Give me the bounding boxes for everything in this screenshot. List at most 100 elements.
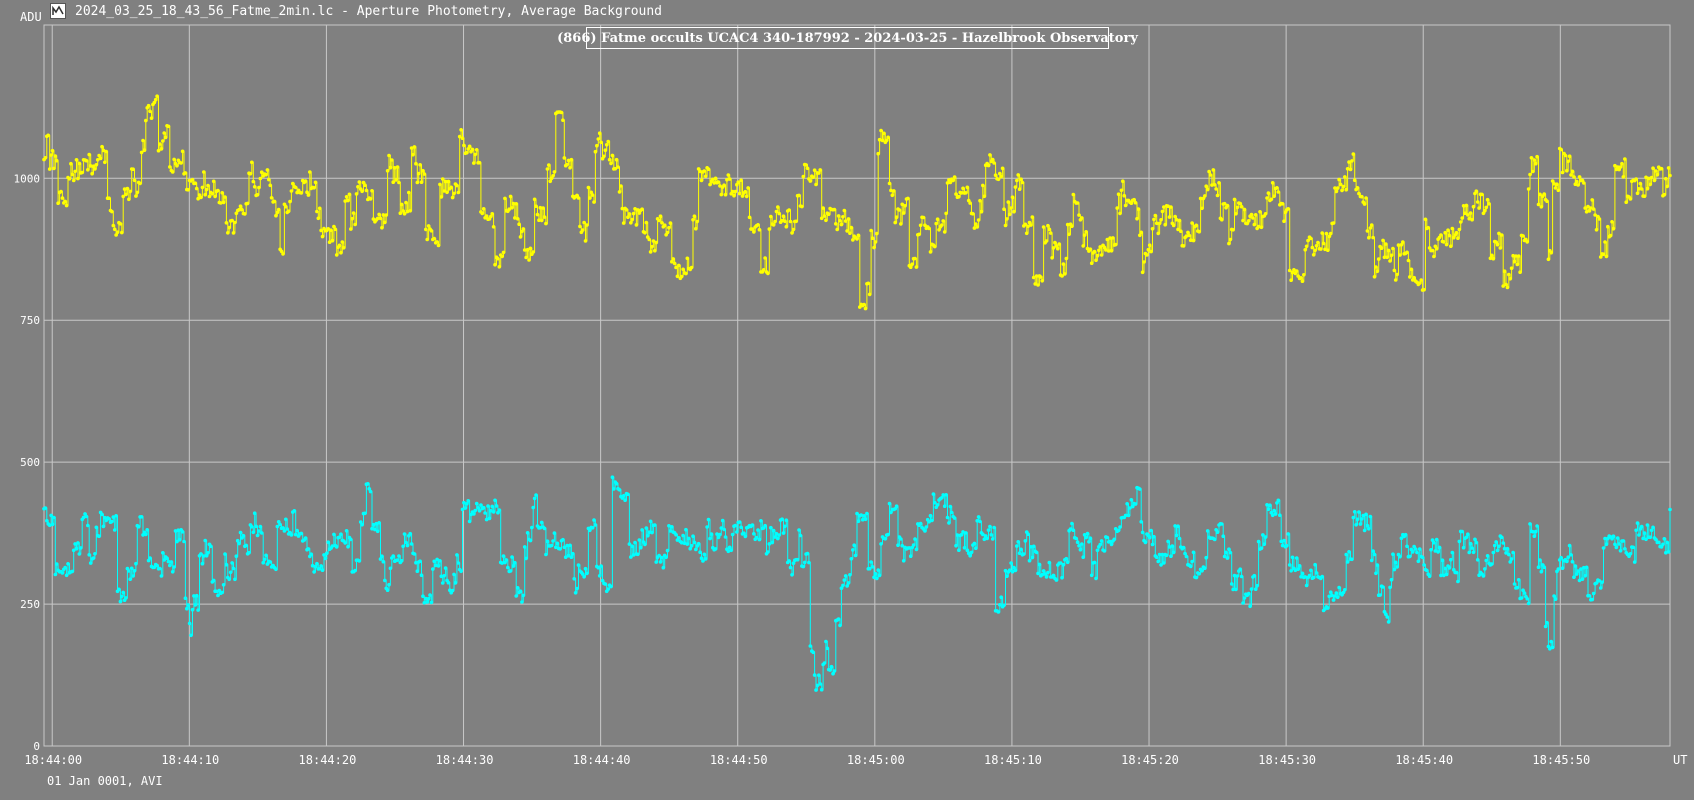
data-point bbox=[754, 535, 759, 540]
data-point bbox=[867, 566, 872, 571]
data-point bbox=[988, 524, 992, 529]
data-point bbox=[473, 508, 478, 513]
data-point bbox=[325, 551, 329, 555]
data-point bbox=[1311, 253, 1316, 257]
data-point bbox=[879, 542, 883, 546]
data-point bbox=[175, 539, 179, 544]
data-point bbox=[1313, 562, 1317, 567]
data-point bbox=[1058, 561, 1063, 565]
data-point bbox=[214, 589, 219, 594]
data-point bbox=[808, 644, 813, 648]
data-point bbox=[334, 545, 339, 549]
data-point bbox=[261, 560, 266, 565]
data-point bbox=[554, 545, 558, 550]
data-point bbox=[176, 528, 181, 532]
data-point bbox=[474, 148, 479, 152]
data-point bbox=[1603, 240, 1607, 244]
data-point bbox=[1567, 154, 1572, 158]
data-point bbox=[685, 256, 690, 261]
data-point bbox=[1391, 552, 1395, 556]
data-point bbox=[1499, 535, 1504, 540]
data-point bbox=[1591, 591, 1596, 596]
data-point bbox=[360, 522, 364, 527]
data-point bbox=[1012, 209, 1016, 214]
data-point bbox=[739, 525, 743, 530]
data-point bbox=[190, 177, 195, 182]
data-point bbox=[1384, 242, 1388, 246]
data-point bbox=[211, 578, 216, 583]
data-point bbox=[493, 262, 497, 267]
data-point bbox=[1007, 212, 1012, 217]
data-point bbox=[1409, 267, 1414, 272]
data-point bbox=[1320, 231, 1324, 235]
data-point bbox=[1138, 233, 1142, 238]
data-point bbox=[356, 185, 360, 189]
data-point bbox=[1386, 248, 1391, 253]
data-point bbox=[1160, 209, 1165, 214]
data-point bbox=[931, 492, 936, 496]
data-point bbox=[131, 574, 135, 578]
data-point bbox=[873, 240, 878, 244]
data-point bbox=[1238, 567, 1242, 571]
data-point bbox=[1649, 528, 1654, 533]
data-point bbox=[1156, 231, 1160, 236]
data-point bbox=[349, 227, 353, 231]
data-point bbox=[1258, 210, 1262, 214]
data-point bbox=[1549, 639, 1553, 644]
data-point bbox=[692, 540, 697, 545]
data-point bbox=[1583, 574, 1587, 578]
data-point bbox=[542, 526, 547, 531]
data-point bbox=[1579, 567, 1583, 571]
data-point bbox=[1282, 538, 1286, 543]
data-point bbox=[531, 250, 535, 254]
data-point bbox=[1088, 247, 1093, 251]
data-point bbox=[1321, 241, 1326, 246]
data-point bbox=[784, 224, 789, 229]
data-point bbox=[522, 545, 527, 549]
data-point bbox=[285, 527, 290, 531]
data-point bbox=[337, 243, 342, 248]
data-point bbox=[1029, 545, 1033, 549]
data-point bbox=[750, 523, 755, 527]
data-point bbox=[306, 193, 311, 197]
data-point bbox=[1582, 565, 1586, 570]
data-point bbox=[1504, 551, 1508, 555]
data-point bbox=[182, 539, 186, 544]
data-point bbox=[1068, 527, 1073, 531]
data-point bbox=[1116, 192, 1121, 196]
data-point bbox=[1457, 227, 1462, 232]
data-point bbox=[421, 168, 425, 173]
data-point bbox=[1065, 222, 1070, 227]
data-point bbox=[1495, 242, 1500, 247]
data-point bbox=[1239, 574, 1244, 579]
data-point bbox=[1532, 158, 1537, 162]
data-point bbox=[1466, 532, 1470, 536]
data-point bbox=[1398, 253, 1402, 257]
app-icon[interactable] bbox=[50, 3, 66, 19]
data-point bbox=[419, 573, 424, 577]
data-point bbox=[668, 221, 673, 225]
data-point bbox=[1583, 206, 1587, 210]
data-point bbox=[653, 523, 657, 527]
data-point bbox=[1511, 550, 1515, 555]
data-point bbox=[377, 212, 381, 217]
data-point bbox=[152, 565, 157, 570]
data-point bbox=[323, 556, 328, 561]
data-point bbox=[45, 518, 49, 523]
data-point bbox=[805, 551, 810, 556]
data-point bbox=[633, 540, 637, 545]
data-point bbox=[961, 186, 965, 191]
data-point bbox=[1587, 209, 1592, 213]
data-point bbox=[1266, 507, 1271, 512]
data-point bbox=[575, 193, 579, 198]
data-point bbox=[1529, 156, 1534, 160]
data-point bbox=[378, 216, 383, 221]
data-point bbox=[657, 553, 661, 558]
data-point bbox=[472, 512, 476, 516]
data-point bbox=[627, 542, 632, 546]
data-point bbox=[562, 545, 567, 550]
data-point bbox=[1071, 528, 1076, 532]
data-point bbox=[1624, 200, 1628, 204]
data-point bbox=[814, 688, 818, 692]
data-point bbox=[777, 533, 781, 537]
